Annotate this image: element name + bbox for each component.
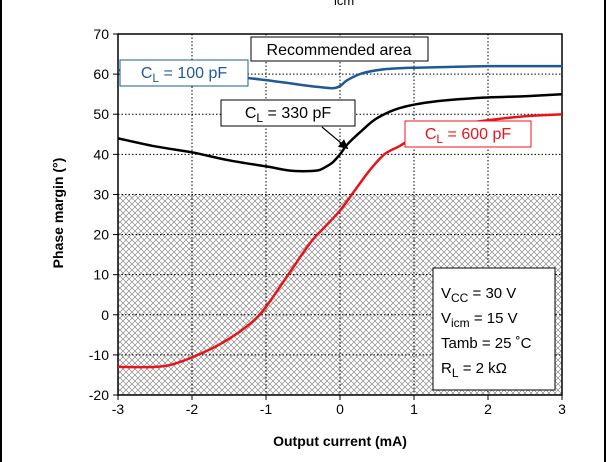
label-text: RL = 2 kΩ (441, 360, 507, 380)
series-label-box (119, 59, 249, 87)
x-tick-label: -3 (112, 401, 125, 417)
x-tick-label: 2 (484, 401, 492, 417)
y-tick-label: -20 (89, 387, 109, 403)
y-tick-label: -10 (89, 347, 109, 363)
x-tick-label: 3 (558, 401, 566, 417)
y-tick-label: 70 (93, 26, 109, 42)
y-axis-title: Phase margin (°) (50, 158, 66, 269)
x-tick-label: 0 (336, 401, 344, 417)
series-label-box (220, 99, 356, 127)
recommended-area-text: Recommended area (267, 42, 412, 59)
label-text: CL = 100 pF (141, 65, 228, 85)
x-tick-label: -2 (186, 401, 199, 417)
y-tick-label: 10 (93, 267, 109, 283)
x-tick-label: -1 (260, 401, 273, 417)
label-text: VCC = 30 V (441, 285, 516, 305)
y-tick-label: 20 (93, 227, 109, 243)
x-axis-title: Output current (mA) (273, 433, 407, 449)
x-tick-label: 1 (410, 401, 418, 417)
y-tick-label: 0 (101, 307, 109, 323)
series-label-box (404, 120, 532, 148)
y-tick-label: 60 (93, 66, 109, 82)
y-tick-label: 40 (93, 146, 109, 162)
series-label-cl-600pf: CL = 600 pF (404, 120, 532, 148)
recommended-area-box (250, 36, 429, 62)
conditions-box-frame (432, 267, 556, 391)
label-text: CL = 330 pF (245, 105, 332, 125)
header-fragment: icm (334, 0, 354, 8)
series-label-cl-100pf: CL = 100 pF (119, 59, 249, 87)
y-tick-label: 50 (93, 106, 109, 122)
series-label-cl-330pf: CL = 330 pF (220, 99, 356, 127)
plot-area: -3 -2 -1 0 1 2 3-20-10010203040506070Recommend… (89, 26, 566, 417)
y-tick-label: 30 (93, 186, 109, 202)
label-text: CL = 600 pF (425, 126, 512, 146)
recommended-area-label: Recommended area (250, 36, 429, 62)
label-text: Tamb = 25 ˚C (441, 335, 532, 352)
series-line-cl-330pf (118, 92, 562, 173)
label-arrow (321, 126, 349, 150)
conditions-box: VCC = 30 V Vicm = 15 V Tamb = 25 ˚C RL = 2 … (432, 267, 556, 391)
label-text: Vicm = 15 V (441, 310, 518, 330)
